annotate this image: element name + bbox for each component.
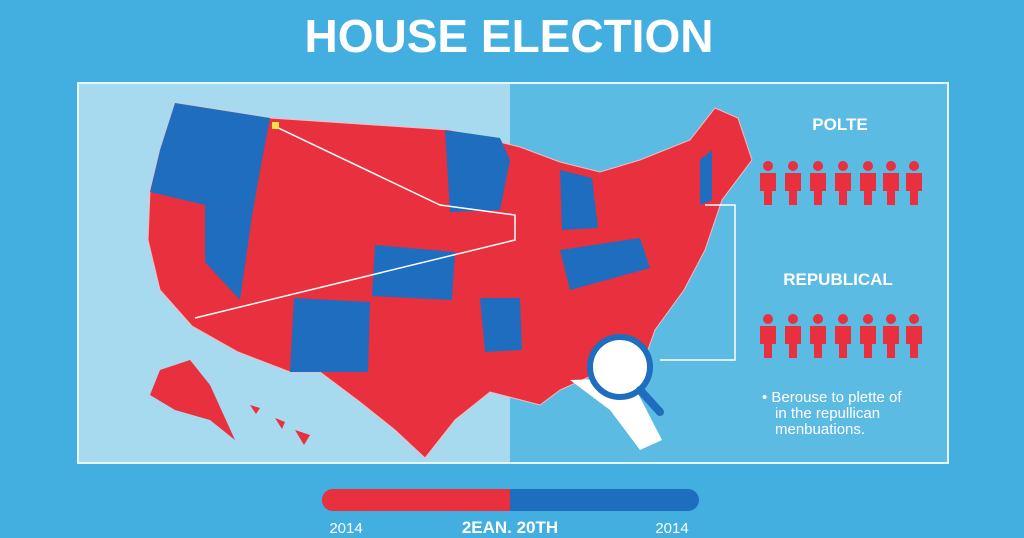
alaska [150, 360, 235, 440]
connector-right [660, 204, 736, 361]
blue-colorado [372, 245, 455, 300]
magnifier [587, 334, 653, 400]
hawaii [250, 405, 310, 445]
blue-nevada [205, 205, 252, 300]
footer-label: 2014 [329, 520, 362, 537]
us-map [147, 102, 753, 459]
map-frame [77, 82, 949, 464]
footer-label: 2014 [655, 520, 688, 537]
section-title: POLTE [812, 115, 867, 134]
blue-northwest [150, 103, 270, 216]
title: HOUSE ELECTION [305, 10, 714, 62]
blue-appalachia [560, 238, 650, 290]
blue-new-mexico [290, 298, 370, 372]
blue-new-england [700, 150, 712, 205]
section-title: REPUBLICAL [783, 270, 893, 289]
progress-red [322, 489, 510, 511]
blue-arkansas [480, 298, 522, 352]
magnifier-handle [636, 386, 664, 416]
connector-lines [194, 124, 516, 319]
marker [272, 122, 279, 129]
blue-michigan [560, 170, 598, 230]
note-line: menbuations. [775, 421, 865, 438]
florida [570, 378, 662, 450]
blue-minnesota [445, 130, 510, 212]
note-line: in the repullican [775, 405, 880, 422]
note-line: • Berouse to plette of [762, 389, 902, 406]
footer-label: 2EAN. 20TH [462, 518, 558, 537]
